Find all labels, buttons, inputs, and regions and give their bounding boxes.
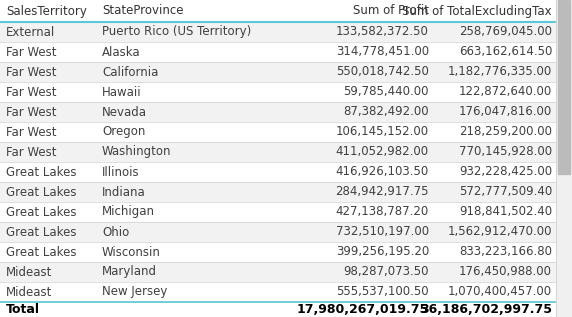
Text: 1,562,912,470.00: 1,562,912,470.00 xyxy=(447,225,552,238)
Text: Nevada: Nevada xyxy=(102,106,147,119)
Text: 17,980,267,019.75: 17,980,267,019.75 xyxy=(297,303,429,316)
Text: 176,047,816.00: 176,047,816.00 xyxy=(459,106,552,119)
Text: 218,259,200.00: 218,259,200.00 xyxy=(459,126,552,139)
Text: 572,777,509.40: 572,777,509.40 xyxy=(459,185,552,198)
Text: Great Lakes: Great Lakes xyxy=(6,245,77,258)
Text: Great Lakes: Great Lakes xyxy=(6,185,77,198)
Text: Wisconsin: Wisconsin xyxy=(102,245,161,258)
Text: 555,537,100.50: 555,537,100.50 xyxy=(336,286,429,299)
Text: Maryland: Maryland xyxy=(102,266,157,279)
Bar xyxy=(0,242,556,262)
Text: Great Lakes: Great Lakes xyxy=(6,225,77,238)
Bar xyxy=(0,42,556,62)
Text: Mideast: Mideast xyxy=(6,286,53,299)
Text: 258,769,045.00: 258,769,045.00 xyxy=(459,25,552,38)
Text: Far West: Far West xyxy=(6,146,57,158)
Text: Ohio: Ohio xyxy=(102,225,129,238)
Text: 98,287,073.50: 98,287,073.50 xyxy=(344,266,429,279)
Bar xyxy=(0,82,556,102)
Text: 732,510,197.00: 732,510,197.00 xyxy=(336,225,429,238)
Text: Far West: Far West xyxy=(6,46,57,59)
Text: 284,942,917.75: 284,942,917.75 xyxy=(336,185,429,198)
Text: Total: Total xyxy=(6,303,40,316)
Text: New Jersey: New Jersey xyxy=(102,286,168,299)
Text: 550,018,742.50: 550,018,742.50 xyxy=(336,66,429,79)
Text: 399,256,195.20: 399,256,195.20 xyxy=(336,245,429,258)
Bar xyxy=(0,0,556,22)
Text: External: External xyxy=(6,25,55,38)
Text: StateProvince: StateProvince xyxy=(102,4,184,17)
Text: Michigan: Michigan xyxy=(102,205,155,218)
Text: 411,052,982.00: 411,052,982.00 xyxy=(336,146,429,158)
Bar xyxy=(558,0,570,174)
Bar xyxy=(0,162,556,182)
Text: 122,872,640.00: 122,872,640.00 xyxy=(459,86,552,99)
Text: Washington: Washington xyxy=(102,146,172,158)
Text: Far West: Far West xyxy=(6,86,57,99)
Bar xyxy=(0,122,556,142)
Text: Puerto Rico (US Territory): Puerto Rico (US Territory) xyxy=(102,25,251,38)
Bar xyxy=(0,202,556,222)
Text: 314,778,451.00: 314,778,451.00 xyxy=(336,46,429,59)
Text: Hawaii: Hawaii xyxy=(102,86,142,99)
Bar xyxy=(556,0,572,317)
Text: 918,841,502.40: 918,841,502.40 xyxy=(459,205,552,218)
Text: 416,926,103.50: 416,926,103.50 xyxy=(336,165,429,178)
Text: Mideast: Mideast xyxy=(6,266,53,279)
Text: 133,582,372.50: 133,582,372.50 xyxy=(336,25,429,38)
Text: 833,223,166.80: 833,223,166.80 xyxy=(459,245,552,258)
Text: Great Lakes: Great Lakes xyxy=(6,205,77,218)
Text: 663,162,614.50: 663,162,614.50 xyxy=(459,46,552,59)
Text: 427,138,787.20: 427,138,787.20 xyxy=(336,205,429,218)
Text: 36,186,702,997.75: 36,186,702,997.75 xyxy=(420,303,552,316)
Text: 932,228,425.00: 932,228,425.00 xyxy=(459,165,552,178)
Text: Illinois: Illinois xyxy=(102,165,140,178)
Text: Alaska: Alaska xyxy=(102,46,141,59)
Text: SalesTerritory: SalesTerritory xyxy=(6,4,87,17)
Text: California: California xyxy=(102,66,158,79)
Bar xyxy=(0,102,556,122)
Bar xyxy=(0,302,556,317)
Bar xyxy=(0,182,556,202)
Text: 1,070,400,457.00: 1,070,400,457.00 xyxy=(448,286,552,299)
Bar xyxy=(0,282,556,302)
Text: Far West: Far West xyxy=(6,66,57,79)
Text: 59,785,440.00: 59,785,440.00 xyxy=(344,86,429,99)
Bar xyxy=(0,262,556,282)
Text: 106,145,152.00: 106,145,152.00 xyxy=(336,126,429,139)
Bar xyxy=(0,22,556,42)
Text: 770,145,928.00: 770,145,928.00 xyxy=(459,146,552,158)
Text: Far West: Far West xyxy=(6,126,57,139)
Text: 176,450,988.00: 176,450,988.00 xyxy=(459,266,552,279)
Text: Indiana: Indiana xyxy=(102,185,146,198)
Text: 1,182,776,335.00: 1,182,776,335.00 xyxy=(448,66,552,79)
Text: Sum of Profit: Sum of Profit xyxy=(353,4,429,17)
Text: Sum of TotalExcludingTax: Sum of TotalExcludingTax xyxy=(402,4,552,17)
Bar xyxy=(0,222,556,242)
Text: 87,382,492.00: 87,382,492.00 xyxy=(343,106,429,119)
Text: Great Lakes: Great Lakes xyxy=(6,165,77,178)
Bar xyxy=(0,142,556,162)
Text: Oregon: Oregon xyxy=(102,126,145,139)
Bar xyxy=(0,62,556,82)
Text: Far West: Far West xyxy=(6,106,57,119)
